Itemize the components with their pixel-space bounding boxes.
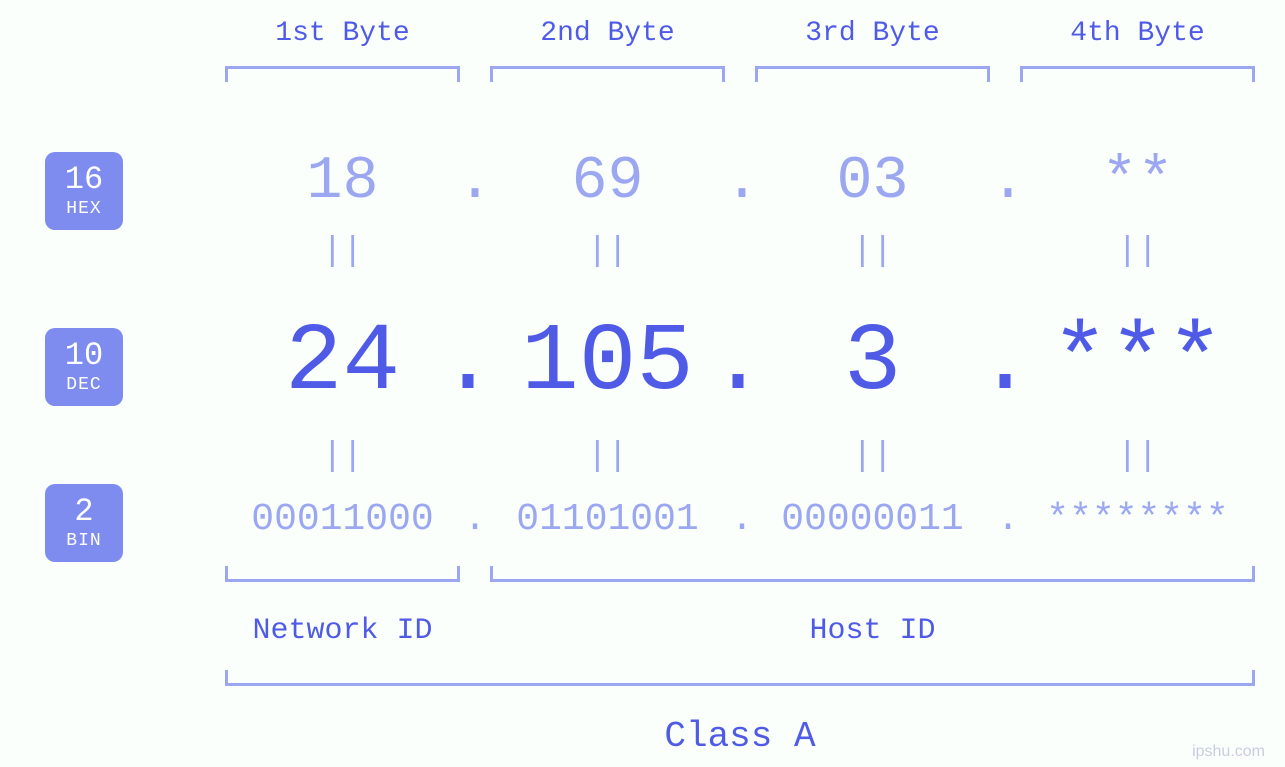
badge-base-label: DEC	[45, 376, 123, 394]
badge-base-number: 10	[45, 340, 123, 372]
badge-base-label: HEX	[45, 200, 123, 218]
byte-bracket-3	[755, 66, 990, 82]
bin-byte-1: 00011000	[210, 498, 475, 541]
ip-class-label: Class A	[210, 716, 1270, 757]
network-id-bracket	[225, 566, 460, 582]
equals-icon: ||	[210, 233, 475, 271]
class-bracket	[225, 670, 1255, 686]
badge-base-number: 2	[45, 496, 123, 528]
hex-byte-1: 18	[210, 148, 475, 216]
dec-byte-2: 105	[475, 308, 740, 417]
base-badge-hex: 16 HEX	[45, 152, 123, 230]
equals-icon: ||	[1005, 233, 1270, 271]
badge-base-label: BIN	[45, 532, 123, 550]
byte-bracket-4	[1020, 66, 1255, 82]
byte-header-4: 4th Byte	[1005, 18, 1270, 49]
equals-icon: ||	[475, 233, 740, 271]
equals-icon: ||	[740, 233, 1005, 271]
byte-bracket-2	[490, 66, 725, 82]
base-badge-bin: 2 BIN	[45, 484, 123, 562]
watermark: ipshu.com	[1192, 743, 1265, 761]
badge-base-number: 16	[45, 164, 123, 196]
bin-byte-2: 01101001	[475, 498, 740, 541]
equals-icon: ||	[1005, 438, 1270, 476]
hex-byte-2: 69	[475, 148, 740, 216]
equals-icon: ||	[210, 438, 475, 476]
network-id-label: Network ID	[210, 614, 475, 648]
bin-byte-4: ********	[1005, 498, 1270, 541]
equals-icon: ||	[740, 438, 1005, 476]
dec-byte-4: ***	[1005, 308, 1270, 417]
hex-byte-4: **	[1005, 148, 1270, 216]
bin-byte-3: 00000011	[740, 498, 1005, 541]
base-badge-dec: 10 DEC	[45, 328, 123, 406]
host-id-bracket	[490, 566, 1255, 582]
byte-header-1: 1st Byte	[210, 18, 475, 49]
hex-byte-3: 03	[740, 148, 1005, 216]
host-id-label: Host ID	[475, 614, 1270, 648]
byte-header-2: 2nd Byte	[475, 18, 740, 49]
dec-byte-3: 3	[740, 308, 1005, 417]
byte-header-3: 3rd Byte	[740, 18, 1005, 49]
ip-address-diagram: 16 HEX 10 DEC 2 BIN 1st Byte 2nd Byte 3r…	[45, 18, 1255, 757]
byte-bracket-1	[225, 66, 460, 82]
equals-icon: ||	[475, 438, 740, 476]
